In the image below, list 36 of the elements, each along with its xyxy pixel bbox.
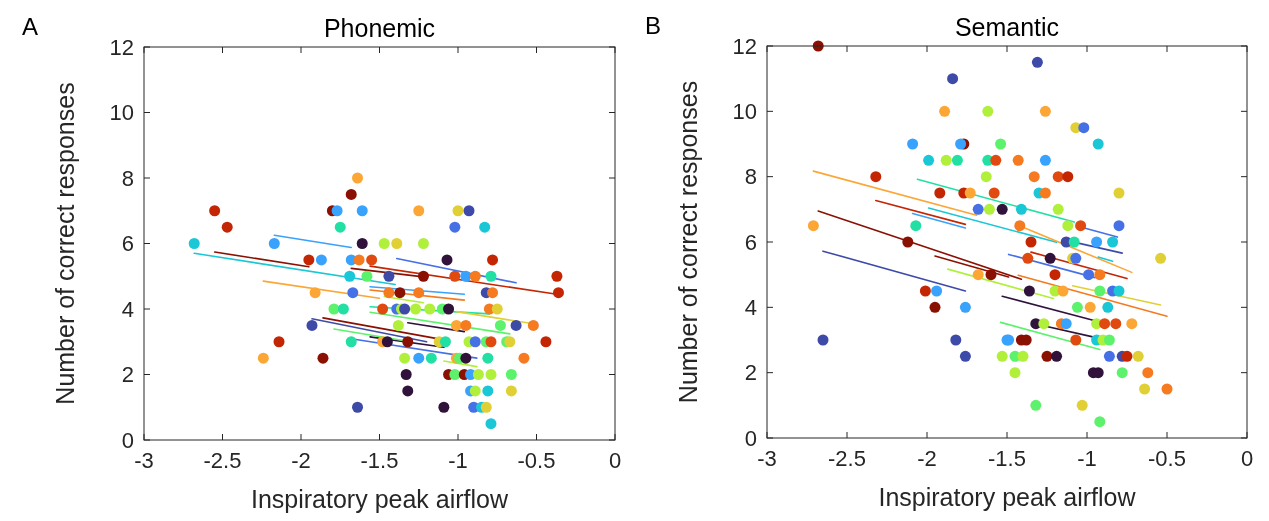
y-tick-label: 2	[744, 360, 757, 386]
x-tick-label: -2	[291, 448, 311, 473]
x-tick-label: 0	[1240, 446, 1254, 471]
x-tick-label: -0.5	[1148, 446, 1186, 471]
y-tick-label: 6	[744, 229, 757, 255]
x-tick-label: -2.5	[203, 448, 242, 473]
x-axis-title: Inspiratory peak airflow	[878, 483, 1137, 511]
y-tick-label: 8	[121, 165, 134, 191]
y-tick-label: 10	[732, 99, 757, 125]
chart-title: Semantic	[954, 13, 1060, 41]
y-tick-label: 12	[732, 33, 757, 59]
x-axis-title: Inspiratory peak airflow	[250, 485, 509, 513]
y-tick-label: 6	[121, 231, 134, 257]
y-axis-title: Number of correct responses	[674, 80, 702, 404]
x-tick-label: -3	[757, 446, 777, 471]
y-tick-label: 0	[744, 425, 757, 451]
x-tick-label: -1.5	[988, 446, 1026, 471]
x-tick-label: 0	[608, 448, 622, 473]
y-tick-label: 12	[109, 34, 134, 60]
y-tick-label: 4	[744, 295, 757, 321]
x-tick-label: -0.5	[517, 448, 556, 473]
x-tick-label: -1	[1077, 446, 1097, 471]
y-tick-label: 2	[121, 362, 134, 388]
x-tick-label: -2.5	[828, 446, 866, 471]
y-tick-label: 4	[121, 296, 134, 322]
x-tick-label: -3	[134, 448, 154, 473]
y-tick-label: 0	[121, 427, 134, 453]
y-tick-label: 8	[744, 164, 757, 190]
x-tick-label: -1.5	[360, 448, 399, 473]
text: A	[22, 13, 39, 40]
text: B	[645, 12, 662, 39]
y-axis-title: Number of correct responses	[51, 82, 79, 405]
x-tick-label: -2	[917, 446, 937, 471]
x-tick-label: -1	[448, 448, 468, 473]
chart-title: Phonemic	[323, 14, 436, 42]
y-tick-label: 10	[109, 100, 134, 126]
